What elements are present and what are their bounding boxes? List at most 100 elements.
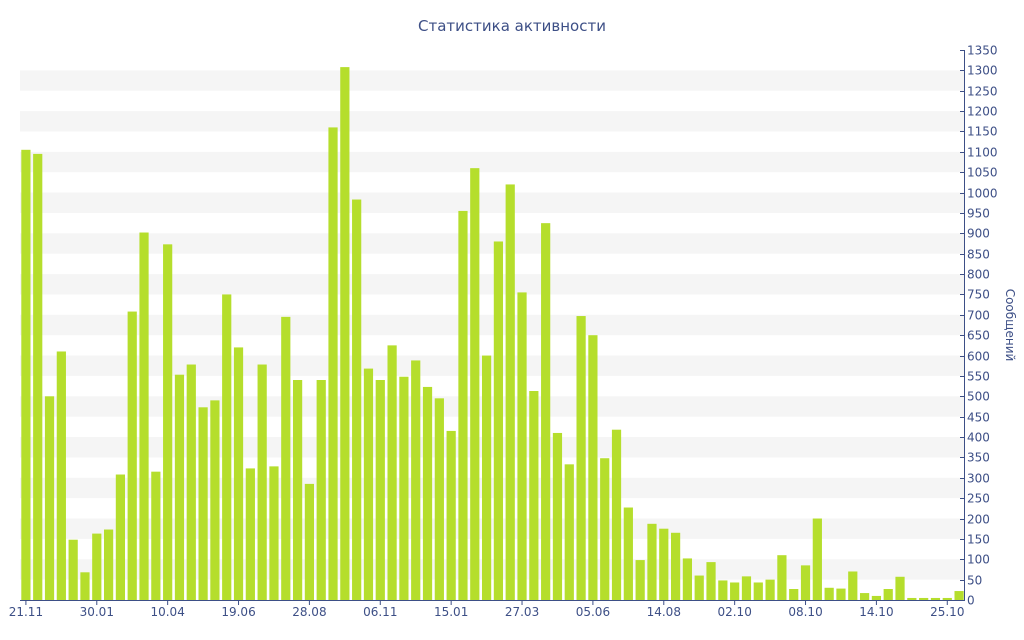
bar [635, 560, 645, 600]
y-tick-label: 450 [967, 411, 990, 425]
bar [21, 149, 31, 600]
bar [706, 562, 716, 600]
bar [694, 575, 704, 600]
bar [257, 364, 267, 600]
bar [871, 595, 882, 600]
y-tick-label: 50 [967, 574, 982, 588]
bar [529, 391, 539, 600]
y-tick-label: 600 [967, 350, 990, 364]
x-tick-label: 21.11 [9, 605, 43, 619]
y-tick-label: 1300 [967, 64, 998, 78]
x-tick-label: 05.06 [576, 605, 610, 619]
y-axis-ticks: 0 50 100 150 200 250 300 350 400 450 500 550 600 650 7… [960, 44, 998, 608]
x-tick-label: 14.10 [859, 605, 893, 619]
x-axis-ticks: 21.11 30.01 10.04 19.06 28.08 06.11 15.01 27.03… [9, 600, 964, 619]
y-tick-label: 100 [967, 553, 990, 567]
x-tick-label: 08.10 [788, 605, 822, 619]
bar [375, 380, 385, 600]
x-tick-label: 02.10 [717, 605, 751, 619]
bar [564, 464, 574, 600]
bar [340, 67, 350, 601]
grid-band [20, 477, 965, 499]
bar [269, 466, 279, 600]
bar [954, 591, 964, 600]
bar [836, 588, 846, 600]
bar [233, 347, 244, 600]
grid-band [20, 518, 965, 539]
bar [930, 597, 941, 600]
x-tick-label: 30.01 [80, 605, 114, 619]
x-tick-label: 19.06 [221, 605, 255, 619]
bar [458, 210, 468, 600]
y-tick-label: 750 [967, 288, 990, 302]
bar [481, 355, 492, 600]
y-tick-label: 150 [967, 533, 990, 547]
bar [682, 558, 693, 600]
x-tick-label: 28.08 [292, 605, 326, 619]
y-tick-label: 400 [967, 431, 990, 445]
y-tick-label: 350 [967, 451, 990, 465]
bar [222, 294, 232, 600]
y-tick-label: 1350 [967, 44, 998, 58]
bar [68, 539, 78, 600]
bar [292, 380, 303, 600]
bar [576, 316, 586, 600]
bar [316, 380, 326, 600]
bar [163, 244, 173, 600]
bar [883, 589, 893, 600]
bar [422, 386, 433, 600]
bar [245, 468, 255, 600]
bar [33, 153, 43, 600]
bar [139, 232, 149, 600]
bar [411, 360, 421, 600]
bar [210, 400, 220, 600]
grid-band [20, 111, 965, 132]
bar [115, 474, 126, 600]
x-tick-label: 10.04 [150, 605, 184, 619]
grid-band [20, 396, 965, 417]
bar [552, 432, 563, 600]
bar [56, 351, 66, 600]
bar [670, 532, 681, 600]
bar [600, 458, 610, 600]
bar [505, 184, 515, 600]
bar [517, 292, 527, 600]
grid-band [20, 274, 965, 295]
y-tick-label: 800 [967, 268, 990, 282]
bar [765, 579, 775, 600]
bar [919, 597, 929, 600]
bar [151, 471, 161, 600]
bar [907, 597, 917, 600]
bar [647, 523, 657, 600]
bar-series [21, 67, 964, 601]
bar [942, 597, 952, 600]
y-tick-label: 200 [967, 513, 990, 527]
y-tick-label: 950 [967, 207, 990, 221]
grid-band [20, 70, 965, 91]
y-tick-label: 250 [967, 492, 990, 506]
bar [446, 430, 456, 600]
y-axis-label: Сообщений [1003, 289, 1017, 362]
bar [895, 576, 905, 600]
y-tick-label: 500 [967, 390, 990, 404]
grid-band [20, 233, 965, 254]
bar [304, 483, 315, 600]
bar [352, 199, 362, 600]
bar [789, 589, 799, 600]
bar [588, 335, 598, 600]
bar [611, 429, 622, 600]
bar [493, 241, 504, 601]
y-tick-label: 1200 [967, 105, 998, 119]
y-tick-label: 300 [967, 472, 990, 486]
y-tick-label: 1100 [967, 146, 998, 160]
grid-band [20, 437, 965, 458]
bar [859, 593, 870, 600]
bar [127, 311, 137, 600]
y-tick-label: 650 [967, 329, 990, 343]
y-tick-label: 550 [967, 370, 990, 384]
bar [741, 576, 752, 600]
bar [434, 398, 444, 600]
x-tick-label: 27.03 [505, 605, 539, 619]
grid-bands [20, 70, 965, 580]
